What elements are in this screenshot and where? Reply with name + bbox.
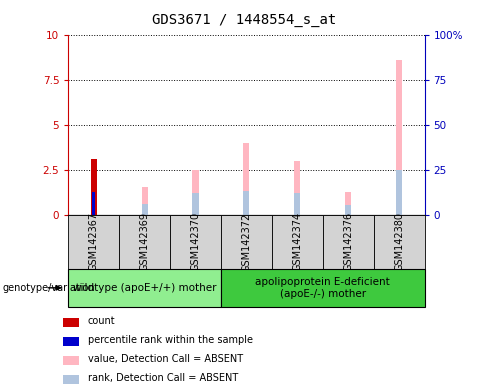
Text: value, Detection Call = ABSENT: value, Detection Call = ABSENT (88, 354, 243, 364)
Text: apolipoprotein E-deficient
(apoE-/-) mother: apolipoprotein E-deficient (apoE-/-) mot… (255, 277, 390, 299)
Bar (142, 187, 148, 215)
Bar (142, 204, 148, 215)
Bar (92, 192, 95, 215)
Bar (294, 161, 301, 215)
Bar (63, 337, 80, 346)
Bar (294, 194, 301, 215)
Bar (68, 215, 119, 269)
Text: count: count (88, 316, 115, 326)
Bar (192, 170, 199, 215)
Text: rank, Detection Call = ABSENT: rank, Detection Call = ABSENT (88, 373, 238, 383)
Text: GSM142376: GSM142376 (343, 212, 353, 271)
Text: GDS3671 / 1448554_s_at: GDS3671 / 1448554_s_at (152, 13, 336, 27)
Bar (323, 215, 374, 269)
Bar (63, 318, 80, 327)
Bar (396, 170, 402, 215)
Bar (345, 192, 351, 215)
Bar (119, 215, 170, 269)
Bar (68, 269, 221, 307)
Bar (345, 205, 351, 215)
Bar (221, 269, 425, 307)
Bar (63, 375, 80, 384)
Text: percentile rank within the sample: percentile rank within the sample (88, 335, 253, 345)
Text: wildtype (apoE+/+) mother: wildtype (apoE+/+) mother (73, 283, 216, 293)
Bar (272, 215, 323, 269)
Bar (192, 194, 199, 215)
Text: genotype/variation: genotype/variation (2, 283, 95, 293)
Bar (63, 356, 80, 366)
Bar (244, 143, 249, 215)
Text: GSM142369: GSM142369 (140, 212, 150, 271)
Text: GSM142367: GSM142367 (89, 212, 99, 271)
Text: GSM142380: GSM142380 (394, 212, 404, 271)
Bar (374, 215, 425, 269)
Text: GSM142372: GSM142372 (242, 212, 251, 271)
Bar (244, 191, 249, 215)
Bar (170, 215, 221, 269)
Bar (91, 159, 97, 215)
Text: GSM142374: GSM142374 (292, 212, 303, 271)
Text: GSM142370: GSM142370 (190, 212, 201, 271)
Bar (221, 215, 272, 269)
Bar (396, 60, 402, 215)
